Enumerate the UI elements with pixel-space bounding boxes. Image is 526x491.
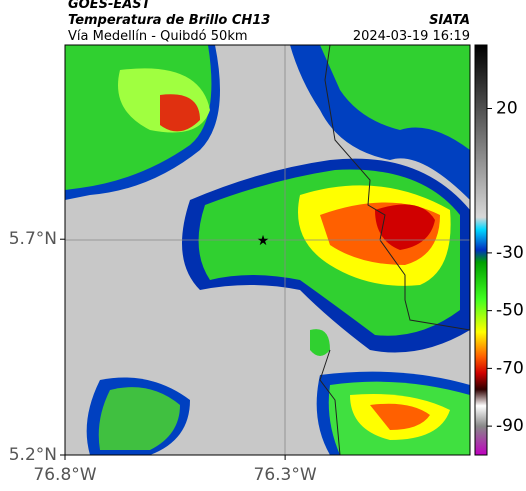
route: Vía Medellín - Quibdó 50km	[68, 29, 248, 44]
svg-text:★: ★	[257, 233, 270, 249]
y-tick-label: 5.7°N	[9, 229, 57, 249]
x-tick-label: 76.3°W	[254, 465, 317, 485]
colorbar-tick-label: -90	[496, 416, 524, 436]
map-frame	[64, 44, 471, 456]
colorbar-tick-label: -70	[496, 358, 524, 378]
source: SIATA	[429, 13, 470, 28]
colorbar	[474, 44, 488, 456]
y-tick-label: 5.2°N	[9, 445, 57, 465]
satellite: GOES-EAST	[68, 0, 152, 12]
colorbar-tick-label: -30	[496, 243, 524, 263]
imagery: ★	[65, 45, 470, 455]
x-tick-label: 76.8°W	[33, 465, 96, 485]
colorbar-tick-label: 20	[496, 99, 518, 119]
timestamp: 2024-03-19 16:19	[353, 29, 470, 44]
product: Temperatura de Brillo CH13	[68, 13, 270, 28]
colorbar-tick-label: -50	[496, 301, 524, 321]
